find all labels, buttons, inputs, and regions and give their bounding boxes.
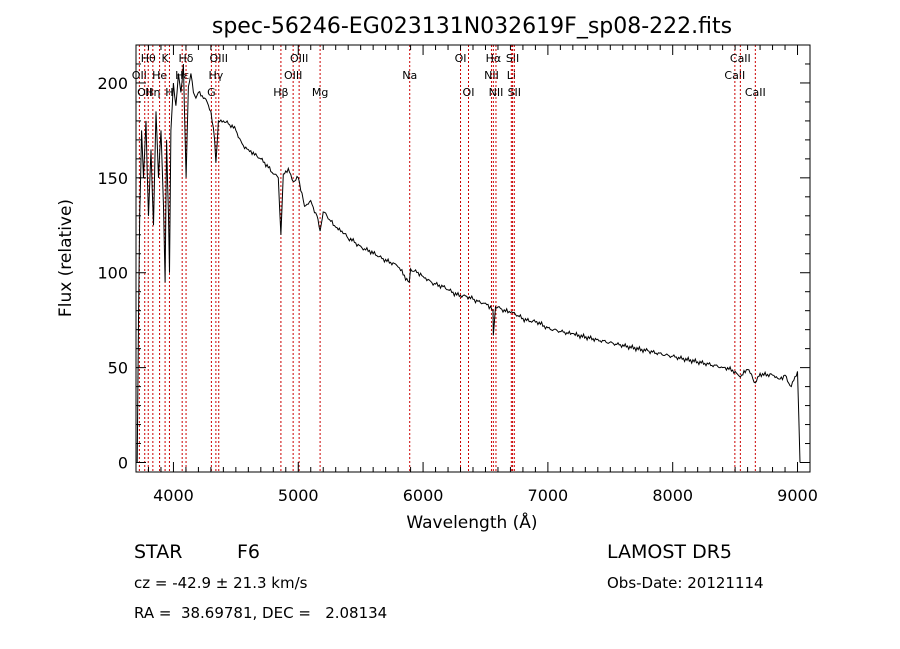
chart-title: spec-56246-EG023131N032619F_sp08-222.fit… [212,14,732,39]
line-label: Hη [145,86,160,99]
spectrum-group [136,63,801,463]
spectral-line-markers: OIIOIIHθHηHeKHHεHδGHγOIIIHβOIIIOIIIMgNaO… [132,45,766,472]
line-label: SII [506,52,519,65]
y-axis: 0 50 100 150 200 [97,44,810,473]
coordinates-text: RA = 38.69781, DEC = 2.08134 [134,604,388,622]
line-label: NII [484,69,499,82]
redshift-text: cz = -42.9 ± 21.3 km/s [134,574,308,592]
line-label: Hδ [179,52,194,65]
line-label: OIII [210,52,228,65]
line-label: G [207,86,216,99]
line-label: Na [402,69,417,82]
x-tick-label: 4000 [153,486,194,505]
y-tick-label: 100 [97,264,128,283]
x-tick-label: 8000 [652,486,693,505]
line-label: CaII [730,52,751,65]
spectrum-line [136,63,801,463]
y-axis-label: Flux (relative) [56,199,76,317]
line-label: OI [463,86,475,99]
line-label: Hα [486,52,502,65]
x-tick-label: 5000 [278,486,319,505]
x-tick-label: 9000 [777,486,818,505]
line-label: Hβ [273,86,288,99]
line-label: Hγ [208,69,223,82]
class-label: STAR [134,541,183,563]
line-label: SII [508,86,521,99]
x-axis: 4000 5000 6000 7000 8000 9000 [135,45,818,505]
line-label: H [165,86,173,99]
line-label: Li [507,69,516,82]
obs-date-text: Obs-Date: 20121114 [607,574,764,592]
survey-label: LAMOST DR5 [607,541,732,563]
line-label: OIII [284,69,302,82]
x-tick-label: 6000 [403,486,444,505]
line-label: OI [455,52,467,65]
y-tick-label: 0 [118,454,128,473]
line-label: CaII [745,86,766,99]
line-label: Mg [312,86,328,99]
line-label: Hθ [141,52,156,65]
line-label: OIII [290,52,308,65]
line-label: NII [489,86,504,99]
y-tick-label: 150 [97,169,128,188]
y-tick-label: 200 [97,74,128,93]
subclass-label: F6 [237,541,261,563]
line-label: He [152,69,167,82]
x-tick-label: 7000 [528,486,569,505]
x-axis-label: Wavelength (Å) [406,511,537,533]
y-tick-label: 50 [108,359,128,378]
line-label: K [161,52,169,65]
plot-frame [135,44,811,473]
line-label: CaII [724,69,745,82]
